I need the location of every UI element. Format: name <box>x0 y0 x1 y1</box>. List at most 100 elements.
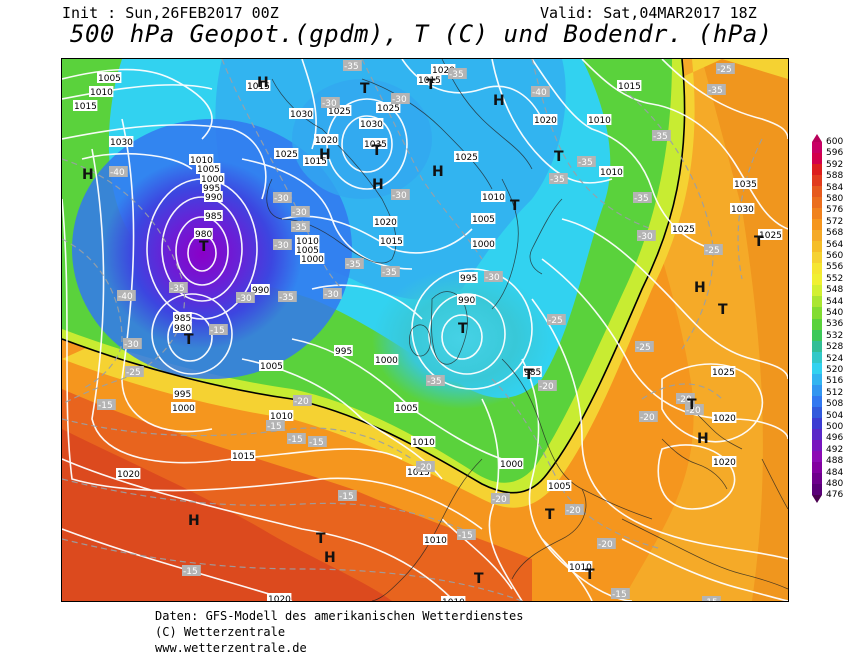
pressure-label: 1020 <box>431 64 456 76</box>
pressure-label: 1015 <box>417 74 442 86</box>
legend-swatch <box>812 307 822 319</box>
legend-label: 584 <box>826 182 844 193</box>
legend-swatch <box>812 428 822 440</box>
pressure-label: 1010 <box>189 154 214 166</box>
pressure-label: 990 <box>204 191 223 203</box>
low-pressure-center: T <box>199 239 209 255</box>
high-pressure-center: H <box>432 164 444 180</box>
temperature-label-text: -15 <box>339 492 354 502</box>
temperature-label: -20 <box>597 538 616 550</box>
pressure-label-text: 995 <box>335 347 352 357</box>
pressure-label-text: 1010 <box>424 536 447 546</box>
pressure-label-text: 1020 <box>117 470 140 480</box>
pressure-label-text: 1015 <box>247 82 270 92</box>
temperature-label-text: -35 <box>427 377 442 387</box>
temperature-label-text: -35 <box>634 194 649 204</box>
temperature-label-text: -30 <box>392 95 407 105</box>
pressure-label-text: 1010 <box>600 168 623 178</box>
temperature-label: -15 <box>457 529 476 541</box>
pressure-label: 1000 <box>499 458 524 470</box>
temperature-label-text: -20 <box>677 395 692 405</box>
low-pressure-center: T <box>372 143 382 159</box>
legend-swatch <box>812 483 822 495</box>
pressure-label: 1020 <box>314 134 339 146</box>
pressure-label-text: 990 <box>205 193 222 203</box>
pressure-label-text: 1000 <box>375 356 398 366</box>
pressure-label: 1030 <box>359 118 384 130</box>
pressure-label-text: 1015 <box>418 76 441 86</box>
temperature-label: -30 <box>273 192 292 204</box>
temperature-label-text: -35 <box>344 62 359 72</box>
legend-label: 600 <box>826 137 844 147</box>
temperature-label-text: -20 <box>640 413 655 423</box>
temperature-label: -20 <box>565 504 584 516</box>
legend-swatch <box>812 263 822 275</box>
pressure-label-text: 1015 <box>74 102 97 112</box>
pressure-label-text: 1000 <box>500 460 523 470</box>
pressure-label-text: 1005 <box>548 482 571 492</box>
pressure-label: 1010 <box>295 235 320 247</box>
temperature-label-text: -40 <box>118 292 133 302</box>
legend-swatch <box>812 362 822 374</box>
footer-copyright: (C) Wetterzentrale <box>155 625 286 639</box>
temperature-label-text: -30 <box>274 194 289 204</box>
temperature-label: -25 <box>716 63 735 75</box>
pressure-label: 995 <box>459 272 478 284</box>
pressure-label: 1025 <box>758 229 783 241</box>
temperature-label-text: -15 <box>612 590 627 600</box>
pressure-label-text: 1025 <box>377 104 400 114</box>
temperature-label-text: -25 <box>548 316 563 326</box>
init-time: Init : Sun,26FEB2017 00Z <box>62 4 279 22</box>
temperature-label: -30 <box>323 288 342 300</box>
high-pressure-center: H <box>324 550 336 566</box>
pressure-label-text: 1010 <box>190 156 213 166</box>
legend-swatch <box>812 285 822 297</box>
legend-swatch <box>812 329 822 341</box>
temperature-label: -20 <box>685 404 704 416</box>
high-pressure-center: H <box>697 431 709 447</box>
legend-label: 560 <box>826 251 844 261</box>
low-pressure-center: T <box>360 81 370 97</box>
temperature-label-text: -15 <box>458 531 473 541</box>
high-pressure-center: H <box>319 147 331 163</box>
legend-swatch <box>812 175 822 187</box>
temperature-labels: -35-35-30-30-40 -35-25-35-35-35-35-40-30-… <box>97 60 735 601</box>
temperature-label-text: -30 <box>324 290 339 300</box>
temperature-label: -35 <box>577 156 596 168</box>
low-pressure-center: T <box>687 397 697 413</box>
temperature-label: -20 <box>293 395 312 407</box>
temperature-label-text: -20 <box>566 506 581 516</box>
legend-swatch <box>812 472 822 484</box>
footer-source: Daten: GFS-Modell des amerikanischen Wet… <box>155 609 524 623</box>
legend-label: 540 <box>826 308 844 318</box>
pressure-label-text: 1010 <box>482 193 505 203</box>
pressure-label: 1025 <box>711 366 736 378</box>
high-pressure-center: H <box>493 93 505 109</box>
legend-label: 556 <box>826 262 844 273</box>
temperature-label: -15 <box>338 490 357 502</box>
pressure-label-text: 990 <box>252 286 269 296</box>
low-pressure-center: T <box>316 531 326 547</box>
pressure-label: 1010 <box>481 191 506 203</box>
temperature-label: -15 <box>287 433 306 445</box>
pressure-label-text: 1030 <box>290 110 313 120</box>
temperature-label: -20 <box>491 493 510 505</box>
pressure-label-text: 1035 <box>734 180 757 190</box>
pressure-label: 1025 <box>376 102 401 114</box>
pressure-label-text: 995 <box>203 184 220 194</box>
legend-swatch <box>812 384 822 396</box>
footer-url[interactable]: www.wetterzentrale.de <box>155 641 307 655</box>
legend-label: 544 <box>826 296 844 307</box>
legend-swatch <box>812 142 822 154</box>
temperature-label-text: -35 <box>279 293 294 303</box>
temperature-label: -15 <box>308 436 327 448</box>
pressure-label-text: 985 <box>205 212 222 222</box>
zone-east-deep <box>702 59 788 601</box>
pressure-label: 1030 <box>730 203 755 215</box>
temperature-label-text: -30 <box>392 191 407 201</box>
low-pressure-center: T <box>524 367 534 383</box>
temperature-label-text: -15 <box>267 422 282 432</box>
low-pressure-center: T <box>474 571 484 587</box>
legend-label: 492 <box>826 444 844 455</box>
